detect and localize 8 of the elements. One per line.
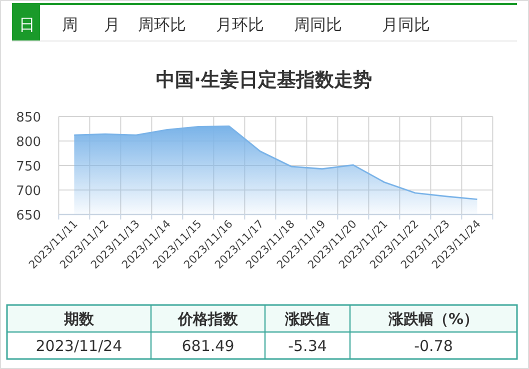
y-tick-label: 650 [16,208,41,224]
chart-title: 中国·生姜日定基指数走势 [156,69,372,91]
table: 期数 价格指数 涨跌值 涨跌幅（%） 2023/11/24 681.49 -5.34 -0.78 [6,304,518,360]
tabs: 日 周 月 周环比 月环比 周同比 月同比 [12,5,430,41]
y-tick-label: 800 [16,135,41,150]
y-tick-label: 750 [16,160,41,174]
y-tick-label: 700 [16,184,41,199]
y-tick-label: 850 [16,110,41,126]
